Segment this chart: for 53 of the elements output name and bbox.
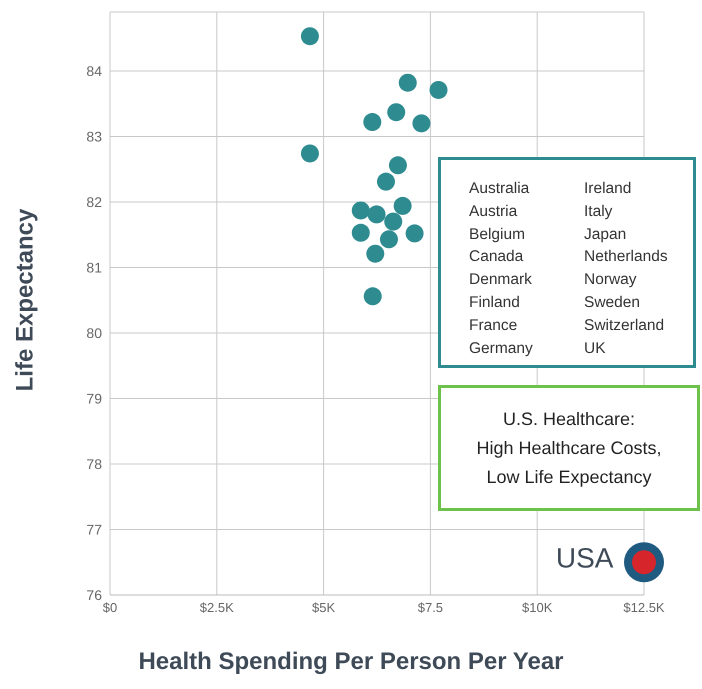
annotation: Sweden xyxy=(584,292,642,313)
x-tick-label: $5K xyxy=(312,600,336,616)
point xyxy=(368,205,386,224)
x-tick-label: $10K xyxy=(522,600,553,616)
annotation: Australia xyxy=(469,179,530,199)
annotation: Belgium xyxy=(469,224,526,245)
y-tick-label: 81 xyxy=(86,259,102,276)
y-tick-label: 80 xyxy=(86,324,102,341)
y-tick-label: 76 xyxy=(86,586,102,603)
y-axis-title: Life Expectancy xyxy=(11,208,39,392)
annotation: Netherlands xyxy=(584,247,668,268)
y-tick-label: 79 xyxy=(86,390,102,406)
annotation: Denmark xyxy=(469,270,533,290)
point xyxy=(352,224,370,242)
annotation: Germany xyxy=(469,338,534,359)
x-tick-label: $12.5K xyxy=(623,600,665,616)
point xyxy=(412,114,430,132)
annotation: Switzerland xyxy=(584,316,666,336)
annotation: Japan xyxy=(584,224,628,245)
point xyxy=(387,103,406,122)
point xyxy=(384,212,402,231)
annotation: Italy xyxy=(584,202,614,222)
point xyxy=(300,27,319,46)
point xyxy=(363,113,382,132)
point xyxy=(380,230,398,248)
y-tick-label: 84 xyxy=(86,62,102,79)
series-label: USA xyxy=(556,542,614,574)
annotation: Finland xyxy=(469,292,521,313)
x-tick-label: $7.5 xyxy=(418,600,444,616)
annotation: UK xyxy=(584,338,607,359)
point xyxy=(388,156,407,174)
point xyxy=(376,172,395,191)
point xyxy=(430,80,448,99)
y-tick-label: 77 xyxy=(86,521,102,538)
annotation: Norway xyxy=(584,270,638,290)
x-axis-title: Health Spending Per Person Per Year xyxy=(137,648,565,676)
note-box: U.S. Healthcare: High Healthcare Costs, Low Life Expectancy xyxy=(438,385,700,511)
point xyxy=(394,196,412,215)
y-tick-label: 78 xyxy=(86,456,102,472)
point xyxy=(352,201,370,220)
x-tick-label: $2.5K xyxy=(200,600,234,616)
annotation: Ireland xyxy=(584,179,632,199)
annotation: Canada xyxy=(469,247,524,268)
point xyxy=(364,287,382,306)
y-tick-label: 82 xyxy=(86,194,102,210)
annotation: France xyxy=(469,316,518,336)
point xyxy=(366,244,384,263)
point xyxy=(406,224,424,242)
point xyxy=(300,144,319,162)
annotation: Austria xyxy=(469,202,518,222)
y-tick-label: 83 xyxy=(86,128,102,144)
x-tick-label: $0 xyxy=(102,600,118,616)
point xyxy=(398,74,417,92)
